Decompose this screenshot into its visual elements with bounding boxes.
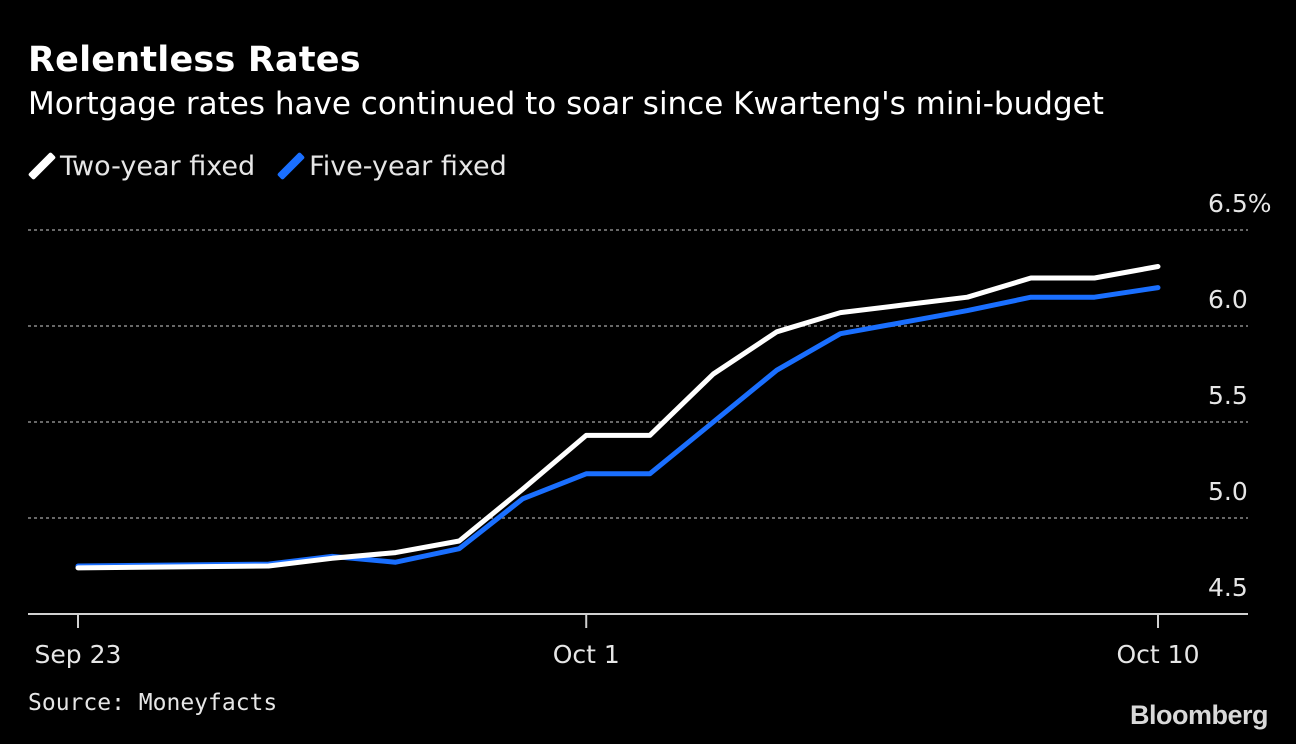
chart-title: Relentless Rates	[28, 40, 361, 80]
source-note: Source: Moneyfacts	[28, 690, 278, 716]
x-tick-label: Sep 23	[35, 640, 122, 669]
x-tick-label: Oct 1	[553, 640, 620, 669]
y-tick-label: 5.5	[1208, 381, 1248, 410]
legend-item-two-year: Two-year fixed	[27, 150, 256, 182]
bloomberg-logo: Bloomberg	[1129, 700, 1269, 730]
series-lines	[75, 264, 1161, 571]
y-tick-label: 6.5%	[1208, 189, 1272, 218]
legend-label-five-year: Five-year fixed	[309, 150, 507, 182]
chart-subtitle: Mortgage rates have continued to soar si…	[28, 86, 1104, 122]
series-line-five-year-fixed	[75, 285, 1161, 569]
y-tick-label: 4.5	[1208, 573, 1248, 602]
y-axis-tick-labels: 4.5 5.0 5.5 6.0 6.5%	[1208, 189, 1272, 602]
y-tick-label: 5.0	[1208, 477, 1248, 506]
series-line-two-year-fixed	[75, 264, 1161, 571]
x-axis: Sep 23 Oct 1 Oct 10	[28, 613, 1248, 669]
legend-item-five-year: Five-year fixed	[276, 150, 507, 182]
legend-label-two-year: Two-year fixed	[60, 150, 256, 182]
y-tick-label: 6.0	[1208, 285, 1248, 314]
gridlines	[28, 229, 1248, 519]
legend: Two-year fixed Five-year fixed	[27, 150, 529, 182]
x-tick-label: Oct 10	[1117, 640, 1200, 669]
